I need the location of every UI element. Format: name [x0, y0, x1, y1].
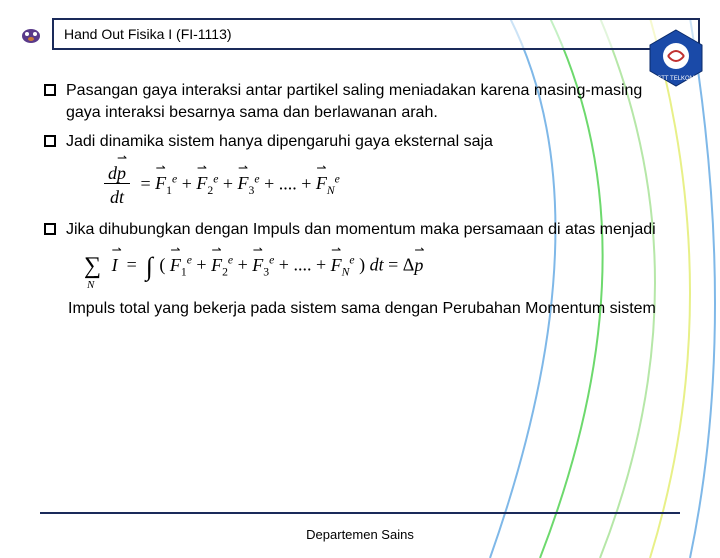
svg-text:STT TELKOM: STT TELKOM	[657, 76, 694, 82]
bullet-item: Jika dihubungkan dengan Impuls dan momen…	[44, 219, 676, 241]
bullet-square-icon	[44, 135, 56, 147]
equation-impulse-sum: ∑N I = ∫ ( F1e + F2e + F3e + .... + FNe …	[84, 249, 676, 284]
bullet-square-icon	[44, 84, 56, 96]
bullet-text: Pasangan gaya interaksi antar partikel s…	[66, 80, 676, 123]
bullet-text: Jadi dinamika sistem hanya dipengaruhi g…	[66, 131, 676, 153]
conclusion-text: Impuls total yang bekerja pada sistem sa…	[68, 298, 676, 320]
bullet-text: Jika dihubungkan dengan Impuls dan momen…	[66, 219, 676, 241]
header-title-box: Hand Out Fisika I (FI-1113)	[52, 18, 700, 50]
bullet-item: Pasangan gaya interaksi antar partikel s…	[44, 80, 676, 123]
mascot-icon	[18, 24, 44, 44]
institution-logo: STT TELKOM	[646, 28, 706, 88]
slide-content: Pasangan gaya interaksi antar partikel s…	[0, 50, 720, 320]
footer-divider	[40, 512, 680, 514]
header-title: Hand Out Fisika I (FI-1113)	[64, 26, 232, 42]
bullet-item: Jadi dinamika sistem hanya dipengaruhi g…	[44, 131, 676, 153]
bullet-square-icon	[44, 223, 56, 235]
equation-momentum-derivative: dp dt = F1e + F2e + F3e + .... + FNe	[104, 161, 676, 210]
